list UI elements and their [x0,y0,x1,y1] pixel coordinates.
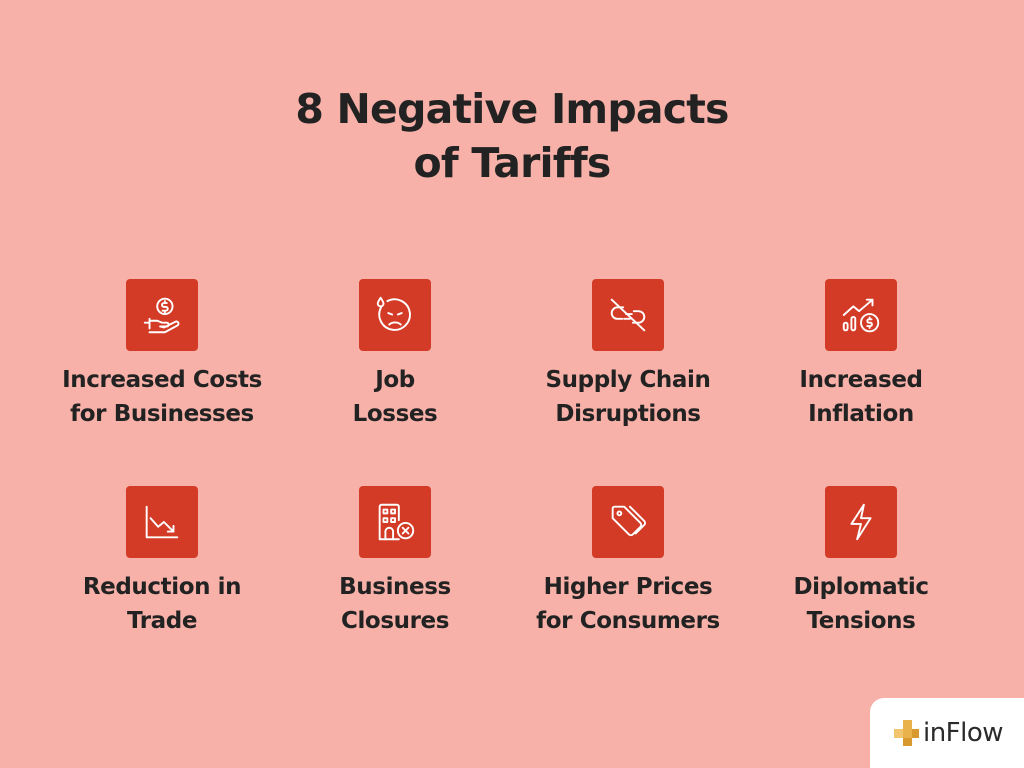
impact-label-line-2: Inflation [808,401,914,427]
impact-label: Supply Chain Disruptions [512,363,744,431]
impact-label-line-2: Disruptions [555,401,701,427]
impact-label-line-2: for Businesses [70,401,254,427]
impact-label: Increased Inflation [745,363,977,431]
inflow-logo-icon [893,720,919,746]
impact-card-job-losses: Job Losses [279,279,511,431]
impact-label: Reduction in Trade [46,570,278,638]
impact-label-line-2: Closures [340,608,450,634]
declining-chart-icon [145,505,179,539]
icon-tile [592,279,664,351]
lightning-icon [850,503,872,541]
impact-card-inflation: Increased Inflation [745,279,977,431]
icon-tile [825,279,897,351]
impact-card-supply-chain: Supply Chain Disruptions [512,279,744,431]
closed-building-icon [378,503,415,541]
brand-badge: inFlow [870,698,1024,768]
impact-label: Diplomatic Tensions [745,570,977,638]
icon-tile [126,279,198,351]
impact-label-line-2: Losses [352,401,438,427]
impact-label-line-2: Trade [126,608,198,634]
impact-label: Job Losses [279,363,511,431]
impact-card-business-closures: Business Closures [279,486,511,638]
impact-card-diplomatic-tensions: Diplomatic Tensions [745,486,977,638]
impact-label: Increased Costs for Businesses [46,363,278,431]
impact-label-line-1: Job [375,367,415,393]
impact-label-line-1: Supply Chain [545,367,711,393]
impact-card-increased-costs: Increased Costs for Businesses [46,279,278,431]
impact-label-line-1: Higher Prices [543,574,713,600]
page-title-line-1: 8 Negative Impacts [295,85,729,133]
page-title: 8 Negative Impacts of Tariffs [0,82,1024,190]
impact-card-higher-prices: Higher Prices for Consumers [512,486,744,638]
impact-label-line-1: Business [339,574,451,600]
page-title-line-2: of Tariffs [413,139,612,187]
impact-card-reduction-in-trade: Reduction in Trade [46,486,278,638]
price-tags-icon [611,505,646,537]
money-hand-icon [143,297,180,334]
icon-tile [592,486,664,558]
impact-label-line-1: Increased [799,367,923,393]
impact-label: Business Closures [279,570,511,638]
impact-label-line-1: Diplomatic [793,574,929,600]
impact-label: Higher Prices for Consumers [512,570,744,638]
icon-tile [825,486,897,558]
brand-name: inFlow [922,718,1004,748]
impact-label-line-2: for Consumers [536,608,720,634]
impact-label-line-2: Tensions [806,608,916,634]
impact-label-line-1: Increased Costs [62,367,262,393]
icon-tile [359,486,431,558]
icon-tile [359,279,431,351]
broken-chain-icon [610,298,646,332]
rising-chart-coin-icon [842,298,880,333]
sad-face-icon [376,296,411,331]
icon-tile [126,486,198,558]
impact-label-line-1: Reduction in [82,574,242,600]
